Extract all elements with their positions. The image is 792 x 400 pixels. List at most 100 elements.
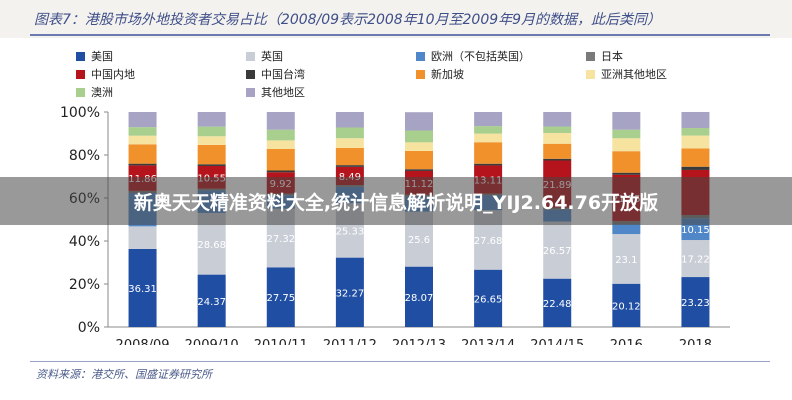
x-tick-label: 2011/12 bbox=[323, 338, 377, 345]
bar-segment bbox=[543, 143, 572, 159]
bar-segment bbox=[681, 128, 710, 136]
stacked-bar-chart: 0%20%40%60%80%100%36.3111.862008/0924.37… bbox=[60, 105, 730, 345]
bar-segment bbox=[543, 158, 572, 161]
legend-label: 中国台湾 bbox=[261, 68, 305, 81]
legend-item: 美国 bbox=[76, 48, 113, 64]
x-tick-label: 2016 bbox=[610, 338, 643, 345]
bar-segment bbox=[405, 130, 433, 143]
legend-item: 日本 bbox=[586, 48, 623, 64]
data-label: 27.32 bbox=[266, 234, 295, 245]
bar-segment bbox=[543, 112, 572, 127]
data-label: 36.31 bbox=[128, 284, 157, 295]
bar-segment bbox=[474, 269, 503, 327]
bar-segment bbox=[543, 221, 572, 279]
bar-segment bbox=[266, 140, 295, 150]
y-tick-label: 100% bbox=[60, 105, 100, 121]
bar-segment bbox=[197, 136, 226, 145]
y-tick-label: 20% bbox=[69, 277, 100, 293]
data-label: 10.15 bbox=[681, 225, 710, 236]
legend-label: 亚洲其他地区 bbox=[601, 68, 667, 81]
data-label: 20.12 bbox=[612, 301, 641, 312]
legend-swatch bbox=[586, 51, 595, 61]
bar-segment bbox=[266, 267, 295, 327]
x-tick-label: 2014/15 bbox=[530, 338, 584, 345]
legend-swatch bbox=[76, 69, 85, 79]
bar-segment bbox=[612, 224, 641, 235]
data-label: 25.33 bbox=[336, 226, 365, 237]
bar-segment bbox=[335, 138, 364, 148]
legend-label: 其他地区 bbox=[261, 86, 305, 99]
chart-legend: 美国 英国 欧洲（不包括英国） 日本 中国内地 中国台湾 新加坡 亚洲其他地区 澳洲 其他地区 bbox=[0, 0, 792, 110]
bar-segment bbox=[266, 112, 295, 130]
bar-segment bbox=[266, 149, 295, 171]
bar-segment bbox=[335, 165, 364, 167]
legend-label: 美国 bbox=[91, 50, 113, 63]
figure-title: 图表7：港股市场外地投资者交易占比（2008/09表示2008年10月至2009… bbox=[34, 12, 662, 28]
bar-segment bbox=[681, 135, 710, 149]
data-label: 26.65 bbox=[474, 294, 503, 305]
legend-swatch bbox=[416, 51, 425, 61]
legend-item: 英国 bbox=[246, 48, 283, 64]
bar-segment bbox=[405, 142, 433, 151]
y-tick-label: 80% bbox=[69, 148, 100, 164]
bar-segment bbox=[543, 132, 572, 144]
legend-item: 其他地区 bbox=[246, 84, 305, 100]
bar-segment bbox=[405, 112, 433, 131]
bar-segment bbox=[335, 257, 364, 327]
bar-segment bbox=[681, 148, 710, 167]
data-label: 28.68 bbox=[197, 240, 226, 251]
data-label: 27.68 bbox=[474, 236, 503, 247]
bar-segment bbox=[405, 266, 433, 327]
y-tick-label: 0% bbox=[78, 320, 100, 336]
legend-label: 欧洲（不包括英国） bbox=[431, 50, 530, 63]
bar-segment bbox=[612, 172, 641, 175]
bar-segment bbox=[612, 283, 641, 327]
watermark-banner: 新奥天天精准资料大全,统计信息解析说明_YIJ2.64.76开放版 bbox=[0, 177, 792, 225]
legend-item: 中国台湾 bbox=[246, 66, 305, 82]
data-label: 26.57 bbox=[543, 246, 572, 257]
bar-segment bbox=[128, 127, 157, 136]
bar-segment bbox=[128, 248, 157, 327]
data-label: 32.27 bbox=[336, 288, 365, 299]
bar-segment bbox=[197, 126, 226, 137]
x-tick-label: 2018 bbox=[679, 338, 712, 345]
bar-segment bbox=[612, 112, 641, 130]
data-label: 25.6 bbox=[408, 235, 430, 246]
source-rule bbox=[30, 361, 770, 362]
bar-segment bbox=[335, 112, 364, 128]
bar-segment bbox=[474, 142, 503, 164]
data-label: 23.23 bbox=[681, 298, 710, 309]
bar-segment bbox=[612, 129, 641, 139]
bar-segment bbox=[335, 147, 364, 166]
bar-segment bbox=[266, 170, 295, 173]
watermark-text: 新奥天天精准资料大全,统计信息解析说明_YIJ2.64.76开放版 bbox=[133, 191, 659, 214]
bar-segment bbox=[681, 111, 710, 129]
legend-swatch bbox=[416, 69, 425, 79]
data-label: 23.1 bbox=[615, 255, 637, 266]
legend-label: 中国内地 bbox=[91, 68, 135, 81]
bar-segment bbox=[128, 163, 157, 166]
y-tick-label: 40% bbox=[69, 234, 100, 250]
legend-swatch bbox=[76, 87, 85, 97]
bar-segment bbox=[474, 126, 503, 134]
bar-segment bbox=[681, 240, 710, 278]
bar-segment bbox=[681, 277, 710, 327]
bar-segment bbox=[197, 144, 226, 165]
x-tick-label: 2013/14 bbox=[461, 338, 515, 345]
bar-segment bbox=[612, 151, 641, 173]
legend-item: 新加坡 bbox=[416, 66, 464, 82]
x-tick-label: 2010/11 bbox=[254, 338, 308, 345]
bar-segment bbox=[128, 226, 157, 249]
legend-label: 新加坡 bbox=[431, 68, 464, 81]
bar-segment bbox=[335, 127, 364, 139]
legend-swatch bbox=[246, 87, 255, 97]
bar-segment bbox=[474, 163, 503, 166]
legend-swatch bbox=[586, 69, 595, 79]
bar-segment bbox=[197, 274, 226, 327]
bar-segment bbox=[543, 278, 572, 327]
source-note: 资料来源：港交所、国盛证券研究所 bbox=[36, 368, 212, 381]
legend-swatch bbox=[76, 51, 85, 61]
data-label: 17.22 bbox=[681, 255, 710, 266]
bar-segment bbox=[543, 126, 572, 133]
legend-item: 中国内地 bbox=[76, 66, 135, 82]
